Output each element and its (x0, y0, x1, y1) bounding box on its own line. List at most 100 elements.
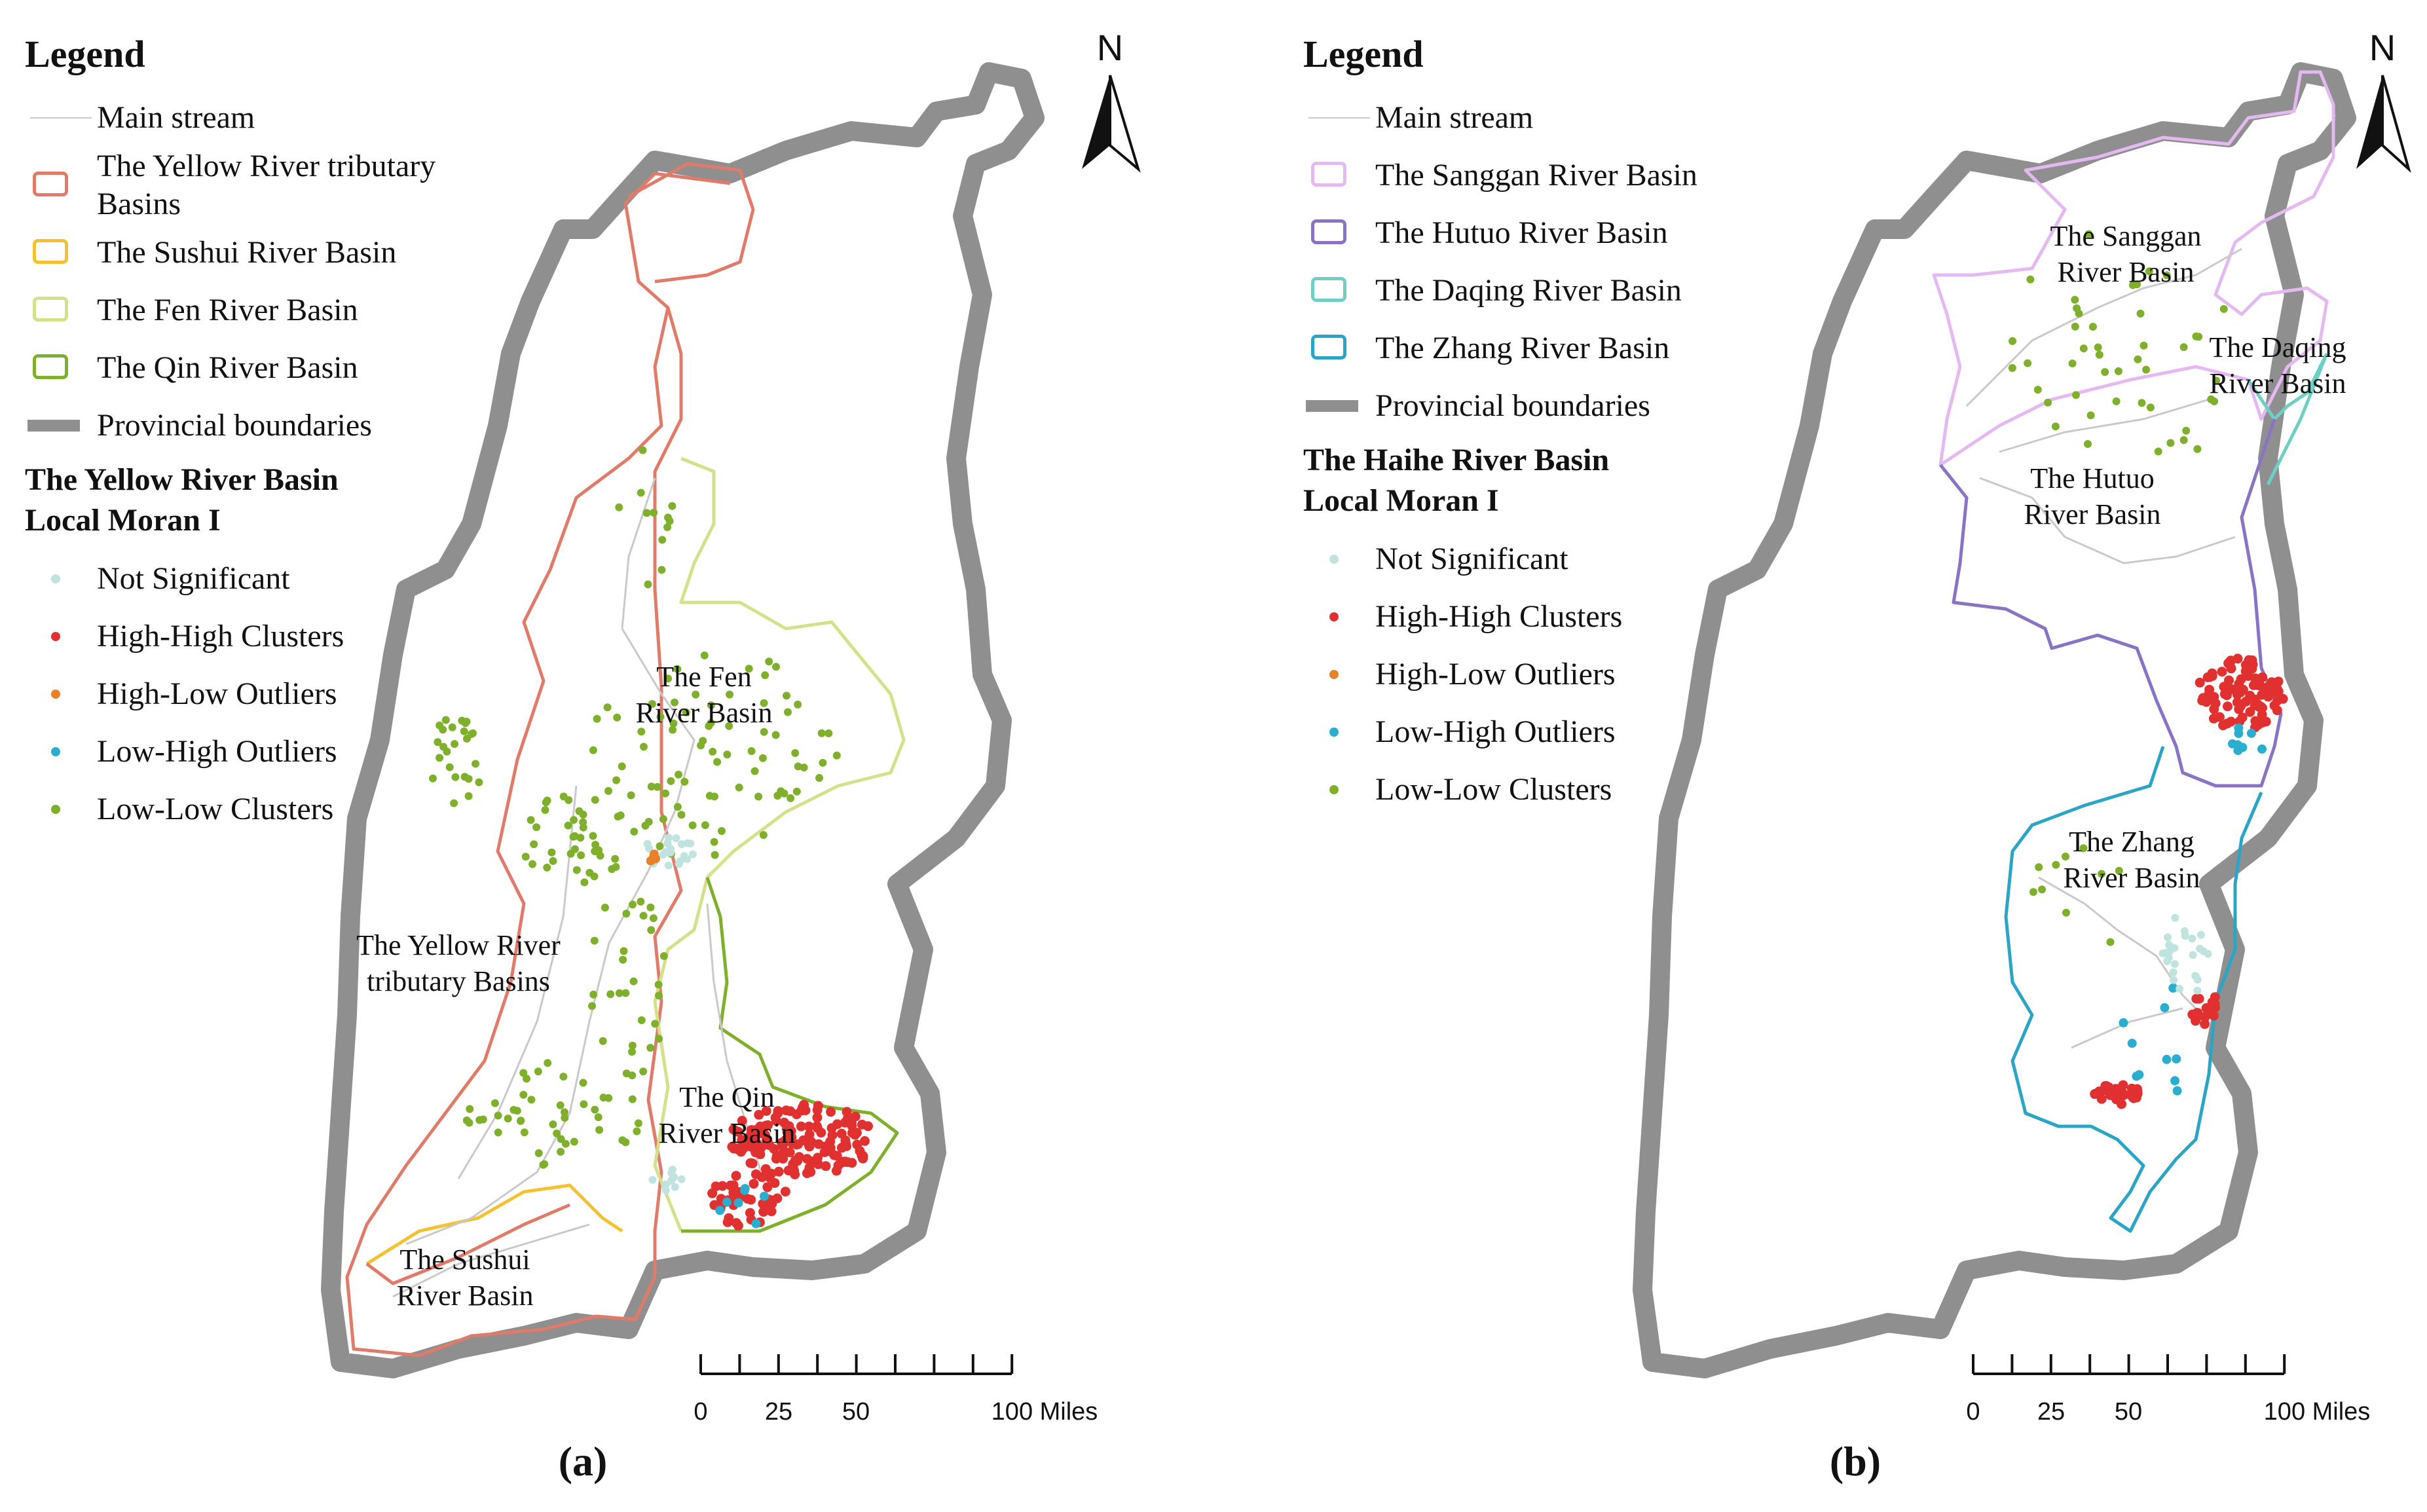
sushui-basin-inner (365, 1203, 570, 1285)
moran-point (2257, 744, 2267, 754)
moran-point (2261, 716, 2271, 727)
moran-point (2119, 1018, 2128, 1027)
moran-point (654, 980, 663, 989)
moran-point (519, 1069, 528, 1077)
panel-label-a: (a) (558, 1438, 608, 1484)
legend-a: Legend Main stream The Yellow River tribu… (25, 31, 562, 838)
legend-swatch (1303, 655, 1375, 693)
panel-b-haihe-river-map: Legend Main stream The Sanggan River Basi… (1214, 0, 2427, 1512)
moran-point (749, 1179, 759, 1189)
legend-label: High-Low Outliers (1375, 657, 1616, 691)
moran-point (458, 716, 466, 725)
moran-point (668, 502, 676, 510)
legend-label: High-Low Outliers (97, 676, 337, 711)
moran-point (813, 1159, 824, 1170)
moran-point (726, 1180, 735, 1190)
legend-swatch (25, 166, 97, 204)
moran-point (851, 1128, 862, 1138)
moran-point (2223, 701, 2232, 712)
moran-point (2226, 716, 2236, 727)
moran-point (705, 792, 714, 800)
moran-point (2195, 333, 2203, 341)
moran-point (722, 1197, 732, 1207)
legend-swatch (1303, 214, 1375, 252)
moran-point (603, 703, 612, 712)
main-stream-qin (706, 903, 774, 1212)
label-fen-2: River Basin (636, 697, 773, 729)
moran-point (689, 850, 697, 858)
moran-point (450, 799, 458, 807)
moran-point (2142, 365, 2151, 374)
moran-point (812, 1105, 823, 1115)
moran-point (2245, 707, 2255, 717)
moran-point (661, 1180, 670, 1189)
panel-a-yellow-river-map: Legend Main stream The Yellow River tribu… (25, 27, 1141, 1484)
moran-point (2134, 355, 2142, 363)
moran-point (661, 848, 670, 857)
moran-point (2084, 440, 2092, 448)
moran-point (2118, 1080, 2128, 1090)
moran-point (2071, 295, 2079, 304)
legend-item: Main stream (1303, 89, 1840, 147)
legend-item: The Sushui River Basin (25, 224, 562, 282)
moran-point (591, 1105, 599, 1114)
legend-item: The Sanggan River Basin (1303, 147, 1840, 204)
moran-point (2207, 671, 2217, 681)
moran-point (669, 726, 677, 734)
moran-point (2257, 672, 2268, 682)
moran-point (2217, 667, 2227, 677)
legend-label: Not Significant (97, 561, 290, 596)
qin-basin-boundary (681, 877, 899, 1233)
moran-point (475, 778, 483, 786)
legend-label: Main stream (97, 100, 255, 135)
moran-point (633, 1127, 641, 1135)
moran-point (817, 729, 826, 737)
moran-point (677, 1175, 686, 1183)
moran-point (787, 794, 795, 802)
legend-swatch (25, 790, 97, 828)
moran-point (443, 747, 451, 756)
moran-point (2033, 386, 2042, 394)
label-hutuo-1: The Hutuo (2030, 462, 2154, 494)
legend-item: Low-High Outliers (25, 723, 562, 781)
moran-point (745, 1130, 756, 1140)
moran-point (2096, 1094, 2107, 1104)
moran-point (673, 665, 682, 673)
moran-point (634, 1119, 642, 1128)
panel-label-b: (b) (1829, 1438, 1881, 1484)
moran-title: The Haihe River Basin Local Moran I (1303, 443, 1610, 518)
moran-point (613, 713, 621, 722)
scale-bar: 0 25 50 100 Miles (694, 1354, 1098, 1426)
moran-point (585, 868, 594, 877)
moran-point (564, 821, 572, 830)
label-fen-1: The Fen (656, 661, 751, 693)
moran-point (676, 857, 684, 866)
moran-point (2038, 885, 2047, 894)
moran-point (588, 1002, 596, 1010)
moran-point (621, 1138, 630, 1147)
legend-swatch (25, 733, 97, 771)
legend-label: Main stream (1375, 100, 1534, 135)
legend-label: Low-Low Clusters (97, 792, 334, 826)
moran-point (2236, 701, 2246, 711)
moran-point (2210, 698, 2221, 709)
moran-point (589, 832, 597, 840)
legend-item: Not Significant (25, 550, 562, 608)
moran-point (771, 731, 780, 739)
moran-point (2101, 368, 2109, 377)
moran-point (826, 1107, 836, 1117)
moran-point (2106, 938, 2115, 946)
moran-point (2207, 997, 2217, 1007)
moran-point (570, 816, 578, 824)
moran-point (2162, 271, 2171, 280)
moran-point (857, 1119, 867, 1130)
moran-point (527, 816, 535, 824)
svg-text:100 Miles: 100 Miles (991, 1398, 1098, 1426)
moran-point (464, 792, 473, 800)
moran-point (2062, 853, 2069, 860)
moran-point (2009, 337, 2016, 345)
moran-point (2269, 700, 2280, 710)
map-b-svg: The Sanggan River Basin The Daqing River… (1633, 27, 2411, 1426)
moran-point (2214, 712, 2225, 722)
moran-point (2204, 950, 2212, 958)
